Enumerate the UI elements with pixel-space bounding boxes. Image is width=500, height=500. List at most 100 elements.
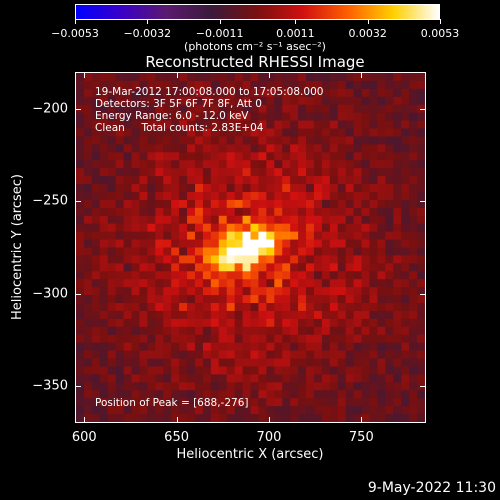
heatmap-cell xyxy=(179,191,188,201)
heatmap-cell xyxy=(115,374,125,383)
heatmap-cell xyxy=(179,73,188,82)
heatmap-cell xyxy=(139,247,148,257)
heatmap-cell xyxy=(329,303,339,312)
heatmap-cell xyxy=(115,358,125,368)
heatmap-cell xyxy=(76,199,85,209)
heatmap-cell xyxy=(290,318,299,328)
heatmap-cell xyxy=(179,176,188,185)
heatmap-cell xyxy=(115,96,125,106)
heatmap-cell xyxy=(369,207,379,217)
heatmap-cell xyxy=(345,334,355,344)
y-tick-mark xyxy=(420,108,426,110)
heatmap-cell xyxy=(91,231,101,241)
heatmap-cell xyxy=(187,136,196,145)
heatmap-cell xyxy=(187,287,196,296)
heatmap-cell xyxy=(76,271,85,280)
heatmap-cell xyxy=(179,326,188,336)
heatmap-cell xyxy=(218,152,228,161)
heatmap-cell xyxy=(353,271,363,280)
heatmap-cell xyxy=(171,366,180,376)
heatmap-cell xyxy=(99,184,109,193)
y-axis-label: Heliocentric Y (arcsec) xyxy=(10,174,26,320)
heatmap-cell xyxy=(361,199,371,209)
heatmap-cell xyxy=(361,390,371,399)
heatmap-cell xyxy=(258,287,267,296)
heatmap-cell xyxy=(131,366,141,376)
heatmap-cell xyxy=(385,374,394,383)
heatmap-cell xyxy=(282,366,291,376)
heatmap-cell xyxy=(131,414,141,422)
heatmap-cell xyxy=(409,366,418,376)
y-tick-mark xyxy=(75,201,81,203)
heatmap-cell xyxy=(107,398,117,407)
heatmap-cell xyxy=(393,80,402,90)
heatmap-cell xyxy=(115,152,125,161)
heatmap-cell xyxy=(401,207,410,217)
heatmap-cell xyxy=(361,310,371,320)
heatmap-cell xyxy=(369,176,379,185)
heatmap-cell xyxy=(218,104,228,114)
heatmap-cell xyxy=(226,271,236,280)
heatmap-cell xyxy=(282,168,291,177)
heatmap-cell xyxy=(83,406,93,415)
heatmap-cell xyxy=(377,136,386,145)
heatmap-cell xyxy=(163,207,172,217)
heatmap-cell xyxy=(290,191,299,201)
heatmap-cell xyxy=(385,191,394,201)
heatmap-cell xyxy=(313,223,323,233)
heatmap-cell xyxy=(385,382,394,391)
heatmap-cell xyxy=(155,239,164,249)
heatmap-cell xyxy=(155,88,164,98)
heatmap-cell xyxy=(401,303,410,312)
heatmap-cell xyxy=(377,191,386,201)
heatmap-cell xyxy=(147,326,156,336)
heatmap-cell xyxy=(171,191,180,201)
heatmap-cell xyxy=(385,88,394,98)
heatmap-cell xyxy=(163,318,172,328)
heatmap-cell xyxy=(99,80,109,90)
heatmap-cell xyxy=(115,160,125,169)
heatmap-cell xyxy=(385,279,394,288)
heatmap-cell xyxy=(337,334,347,344)
heatmap-cell xyxy=(123,160,133,169)
heatmap-cell xyxy=(202,406,212,415)
heatmap-cell xyxy=(226,255,236,264)
heatmap-cell xyxy=(226,398,236,407)
heatmap-cell xyxy=(163,152,172,161)
heatmap-cell xyxy=(139,414,148,422)
heatmap-cell xyxy=(393,390,402,399)
heatmap-cell xyxy=(179,144,188,153)
heatmap-cell xyxy=(345,318,355,328)
heatmap-cell xyxy=(242,334,252,344)
heatmap-cell xyxy=(250,104,260,114)
heatmap-cell xyxy=(290,358,299,368)
heatmap-cell xyxy=(250,303,260,312)
heatmap-cell xyxy=(385,390,394,399)
x-tick-label: 650 xyxy=(164,430,190,445)
heatmap-cell xyxy=(353,366,363,376)
heatmap-cell xyxy=(290,295,299,304)
heatmap-cell xyxy=(76,295,85,304)
heatmap-cell xyxy=(369,231,379,241)
heatmap-cell xyxy=(76,80,85,90)
heatmap-cell xyxy=(282,96,291,106)
heatmap-cell xyxy=(321,334,331,344)
heatmap-cell xyxy=(99,160,109,169)
heatmap-cell xyxy=(409,398,418,407)
heatmap-cell xyxy=(123,255,133,264)
heatmap-cell xyxy=(147,104,156,114)
heatmap-cell xyxy=(353,223,363,233)
heatmap-cell xyxy=(329,160,339,169)
heatmap-cell xyxy=(329,263,339,272)
heatmap-cell xyxy=(76,176,85,185)
heatmap-cell xyxy=(171,207,180,217)
heatmap-cell xyxy=(171,144,180,153)
heatmap-cell xyxy=(179,88,188,98)
heatmap-cell xyxy=(353,310,363,320)
heatmap-cell xyxy=(187,112,196,122)
heatmap-cell xyxy=(131,176,141,185)
heatmap-cell xyxy=(187,390,196,399)
heatmap-cell xyxy=(401,342,410,352)
heatmap-cell xyxy=(218,310,228,320)
colorbar-tick-label: −0.0032 xyxy=(123,27,172,40)
